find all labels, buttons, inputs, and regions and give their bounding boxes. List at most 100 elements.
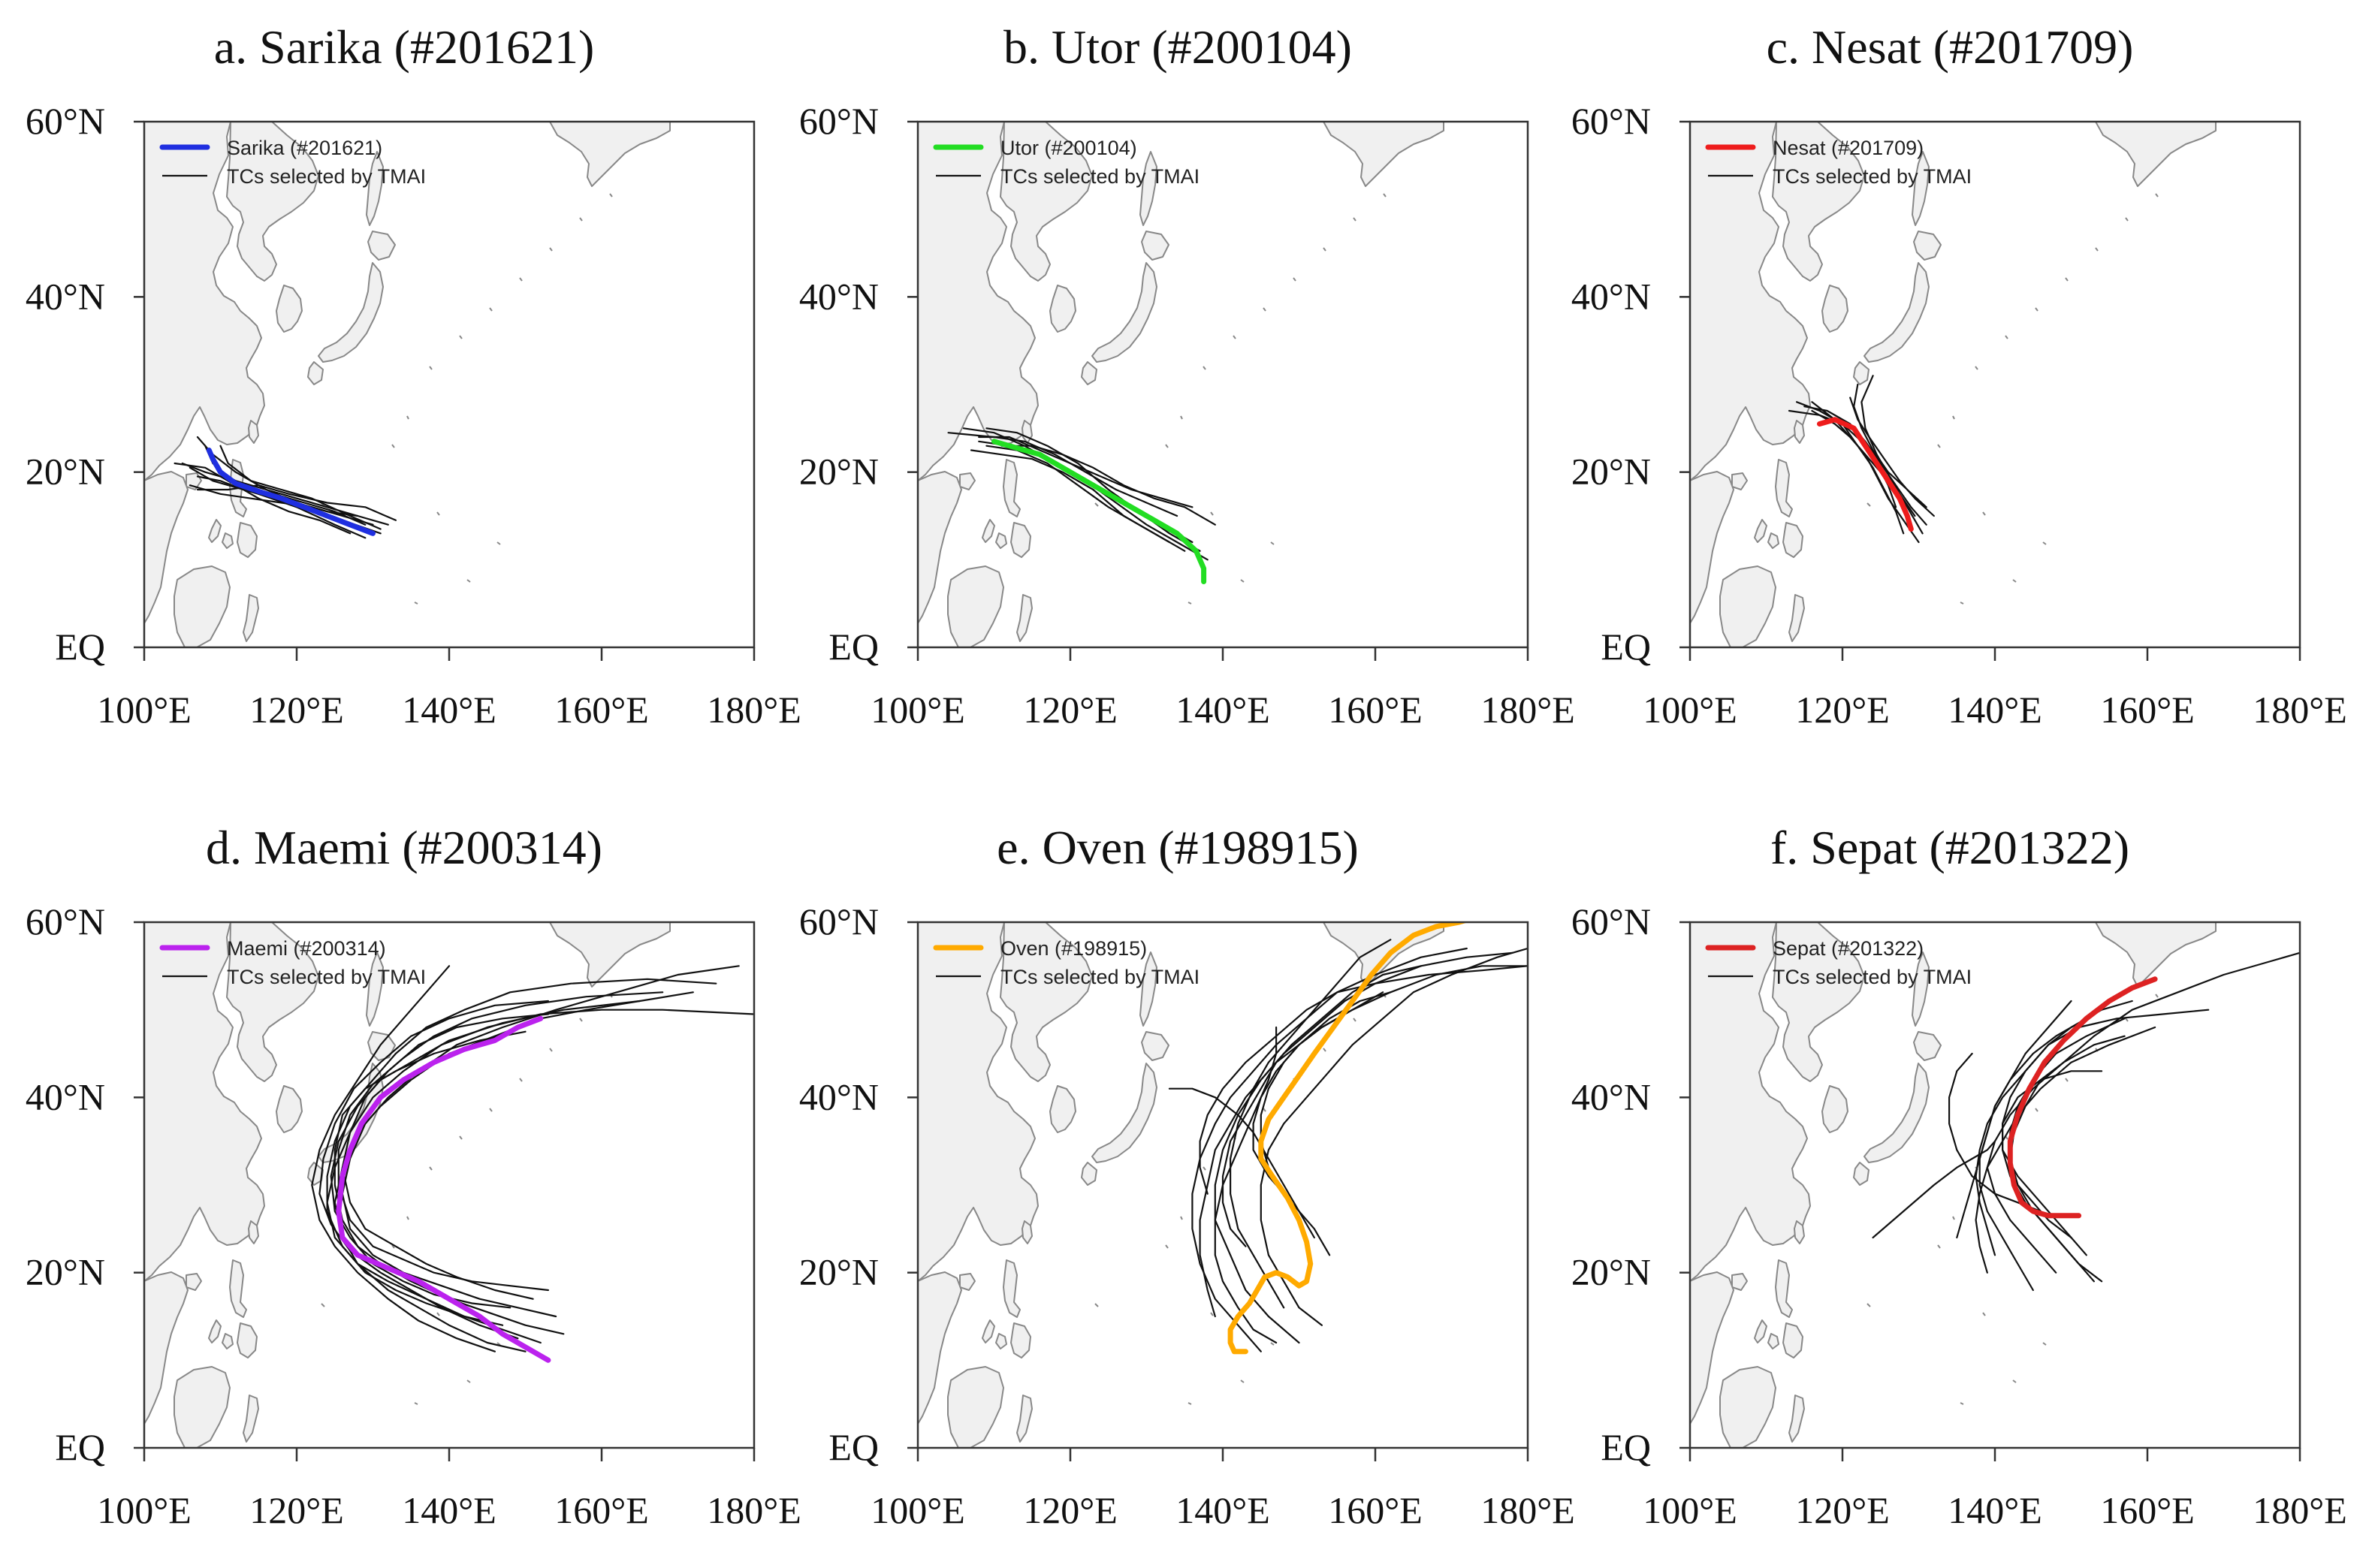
panel-title: a. Sarika (#201621) [214,20,595,74]
main-tc-track [336,1015,551,1363]
lon-tick-label: 160°E [1328,689,1423,731]
lat-tick-label: 20°N [26,451,105,493]
lat-tick-label: 60°N [26,100,105,142]
legend-selected-label: TCs selected by TMAI [1773,165,1972,188]
lat-tick-label: 40°N [1571,1075,1651,1117]
lon-tick-label: 160°E [2100,689,2195,731]
main-tc-track [1817,417,1914,532]
main-tc-track [206,448,376,536]
main-tc-track [2007,976,2158,1219]
lat-tick-label: 20°N [799,1251,879,1293]
selected-tc-track [1191,947,1468,1352]
map-panel: c. Nesat (#201709) 100°E 120°E 140°E 160°E 18… [1571,20,2347,731]
lat-tick-label: EQ [1601,626,1651,668]
selected-tc-track [1796,401,1905,535]
lon-tick-label: 120°E [249,1489,344,1531]
selected-tc-track [1230,939,1392,1309]
selected-tracks [1872,951,2300,1292]
lon-tick-label: 180°E [2253,1489,2347,1531]
selected-tc-track [337,991,664,1292]
selected-tc-track [174,462,352,535]
legend-selected-label: TCs selected by TMAI [1773,966,1972,988]
legend-main-label: Sarika (#201621) [227,137,382,159]
lon-tick-label: 140°E [1948,1489,2042,1531]
lon-tick-label: 120°E [249,689,344,731]
map-panel: e. Oven (#198915) 100°E 120°E 140°E 160°E 180… [799,821,1575,1531]
selected-tc-track [219,445,382,530]
selected-tc-track [1803,406,1927,526]
selected-tc-track [311,965,496,1352]
panel-title: d. Maemi (#200314) [206,821,602,874]
legend-selected-label: TCs selected by TMAI [227,165,426,188]
map-legend: Nesat (#201709) TCs selected by TMAI [1705,137,1972,188]
legend-main-label: Maemi (#200314) [227,937,386,960]
lon-tick-label: 120°E [1795,1489,1890,1531]
lat-tick-label: 20°N [799,451,879,493]
legend-main-label: Oven (#198915) [1000,937,1147,960]
selected-tc-track [1252,991,1392,1256]
lon-tick-label: 180°E [1480,689,1575,731]
lon-tick-label: 180°E [1480,1489,1575,1531]
legend-selected-label: TCs selected by TMAI [1000,966,1200,988]
lat-tick-label: 40°N [26,1075,105,1117]
panel-grid: a. Sarika (#201621) 100°E 120°E 140°E 160°E 1… [26,20,2347,1531]
lon-tick-label: 100°E [871,1489,965,1531]
lon-tick-label: 100°E [97,689,192,731]
selected-tc-track [1872,1140,1996,1239]
lat-tick-label: 60°N [26,900,105,942]
lon-tick-label: 140°E [1948,689,2042,731]
selected-tc-track [318,1000,549,1340]
lat-tick-label: 40°N [799,275,879,317]
lon-tick-label: 140°E [402,689,496,731]
selected-tc-track [1168,1087,1315,1239]
selected-tracks [1168,939,1528,1352]
lat-tick-label: 20°N [1571,451,1651,493]
lat-tick-label: 60°N [1571,100,1651,142]
map-plot-area: 100°E 120°E 140°E 160°E 180°E EQ 20°N 40°N 60°N N… [1571,100,2347,731]
panel-title: c. Nesat (#201709) [1767,20,2134,74]
lat-tick-label: EQ [55,626,105,668]
lat-tick-label: 40°N [799,1075,879,1117]
selected-tc-track [1986,951,2300,1274]
lon-tick-label: 100°E [1643,1489,1737,1531]
selected-tc-track [985,427,1201,552]
lon-tick-label: 160°E [554,689,649,731]
lon-tick-label: 120°E [1023,689,1118,731]
selected-tc-track [1260,947,1528,1326]
main-tc-track [1227,922,1469,1355]
selected-tc-track [1948,1052,2042,1213]
lat-tick-label: EQ [1601,1426,1651,1468]
selected-tc-track [341,965,740,1318]
selected-tc-track [2002,1009,2210,1256]
map-panel: b. Utor (#200104) 100°E 120°E 140°E 160°E 180… [799,20,1575,731]
lon-tick-label: 140°E [1175,689,1270,731]
lon-tick-label: 120°E [1795,689,1890,731]
lon-tick-label: 160°E [1328,1489,1423,1531]
lat-tick-label: 60°N [1571,900,1651,942]
legend-main-label: Sepat (#201322) [1773,937,1924,960]
lon-tick-label: 140°E [1175,1489,1270,1531]
map-plot-area: 100°E 120°E 140°E 160°E 180°E EQ 20°N 40°N 60°N O… [799,900,1575,1531]
lat-tick-label: 60°N [799,900,879,942]
selected-tc-track [1975,1026,2156,1274]
panel-title: f. Sepat (#201322) [1770,821,2129,874]
lat-tick-label: 60°N [799,100,879,142]
map-panel: d. Maemi (#200314) 100°E 120°E 140°E 160°E 18… [26,821,801,1531]
map-panel: a. Sarika (#201621)100°E 120°E 140°E 160°E 1… [26,20,801,731]
selected-tc-track [1860,375,1924,535]
map-plot-area: 100°E 120°E 140°E 160°E 180°E EQ 20°N 40°N 60°N M… [26,900,801,1531]
lat-tick-label: 40°N [26,275,105,317]
lat-tick-label: EQ [55,1426,105,1468]
lat-tick-label: 20°N [1571,1251,1651,1293]
selected-tc-track [189,484,374,526]
lon-tick-label: 160°E [2100,1489,2195,1531]
lon-tick-label: 100°E [1643,689,1737,731]
panel-title: b. Utor (#200104) [1003,20,1352,74]
map-legend: Utor (#200104) TCs selected by TMAI [933,137,1200,188]
selected-tc-track [326,1009,754,1352]
selected-tc-track [1199,965,1422,1318]
selected-tc-track [978,436,1194,508]
legend-main-label: Utor (#200104) [1000,137,1137,159]
legend-main-label: Nesat (#201709) [1773,137,1924,159]
